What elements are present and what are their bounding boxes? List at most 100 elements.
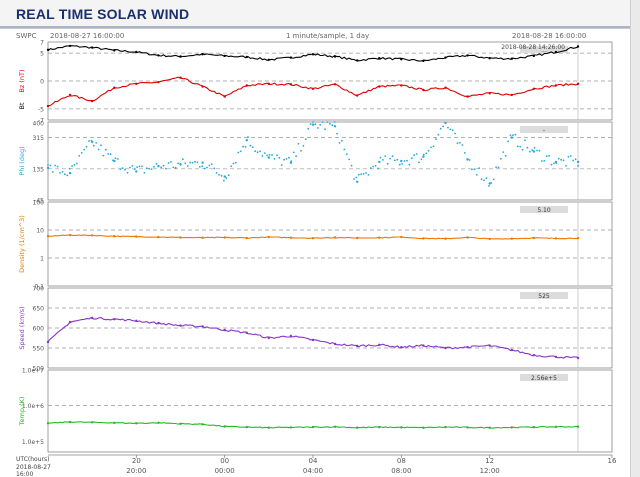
data-anchor [311, 53, 315, 56]
data-point [410, 157, 413, 160]
y-tick-label: 500 [33, 366, 45, 373]
data-anchor [422, 59, 425, 63]
data-point [516, 145, 519, 148]
data-point [68, 167, 71, 170]
chart-panels: 7 5 0 -5 -7 Bz (nT) Bt...2018-08-28 14:26:00 40… [18, 40, 613, 453]
data-point [316, 127, 319, 129]
data-point [329, 122, 331, 125]
y-tick-label: 1.0e+6 [22, 403, 44, 410]
data-point [288, 156, 290, 159]
readout-box [520, 292, 568, 299]
data-point [309, 123, 312, 125]
data-anchor [532, 54, 535, 58]
page-header: REAL TIME SOLAR WIND [0, 0, 640, 29]
data-anchor [267, 58, 270, 61]
data-anchor [91, 316, 94, 320]
data-point [170, 161, 172, 163]
data-point [174, 166, 177, 169]
data-point [480, 178, 483, 181]
data-anchor [378, 425, 381, 429]
data-point [382, 159, 384, 161]
data-anchor [157, 421, 160, 424]
data-anchor [444, 346, 447, 350]
data-anchor [400, 84, 403, 87]
data-anchor [488, 92, 491, 95]
data-point [502, 151, 505, 154]
data-anchor [267, 336, 270, 340]
data-point [266, 154, 269, 157]
data-point [461, 144, 464, 146]
data-anchor [68, 420, 72, 424]
data-anchor [245, 139, 248, 142]
data-point [389, 157, 391, 160]
data-point [78, 154, 81, 157]
data-point [360, 173, 363, 176]
source-label: SWPC [16, 32, 37, 40]
data-point [167, 162, 170, 164]
data-point [401, 163, 403, 165]
data-point [456, 142, 459, 145]
data-anchor [179, 422, 182, 425]
data-anchor [289, 426, 293, 429]
data-point [538, 149, 541, 152]
data-point [374, 164, 377, 167]
data-point [485, 177, 488, 180]
data-anchor [135, 50, 138, 54]
data-point [85, 145, 88, 148]
data-point [268, 153, 271, 156]
data-anchor [201, 85, 204, 88]
data-anchor [311, 425, 315, 429]
data-point [54, 164, 57, 167]
x-time-label: 12:00 [480, 467, 500, 475]
data-anchor [201, 325, 204, 328]
series-bt [46, 44, 580, 63]
y-tick-label: 1 [40, 256, 44, 263]
data-point [102, 154, 105, 157]
data-anchor [400, 426, 403, 429]
y-tick-label: 0 [40, 79, 44, 86]
data-anchor [378, 343, 381, 346]
data-point [232, 162, 235, 165]
data-anchor [135, 82, 138, 86]
data-point [338, 142, 341, 144]
data-anchor [576, 237, 580, 240]
data-point [285, 158, 288, 160]
data-anchor [289, 56, 293, 59]
data-point [165, 167, 167, 170]
data-anchor [422, 426, 425, 429]
data-point [567, 155, 570, 158]
x-tick-label: 04 [309, 457, 318, 465]
data-point [295, 155, 297, 158]
data-anchor [356, 426, 359, 429]
data-point [213, 167, 216, 170]
data-anchor [179, 324, 182, 327]
data-anchor [510, 93, 513, 97]
data-anchor [245, 84, 248, 87]
start-date-label: 2018-08-27 [16, 464, 51, 471]
data-anchor [245, 236, 248, 240]
data-point [548, 154, 550, 157]
data-anchor [267, 82, 270, 86]
readout-value: 525 [538, 293, 550, 300]
data-point [206, 166, 208, 169]
data-point [560, 158, 562, 161]
x-time-label: 04:00 [303, 467, 323, 475]
data-point [386, 162, 389, 165]
data-point [451, 129, 454, 132]
data-point [51, 171, 54, 173]
panel-phi: 400 315 135 -45 Phi (deg) - [18, 120, 613, 205]
data-point [302, 145, 305, 147]
data-point [398, 163, 401, 166]
page-title: REAL TIME SOLAR WIND [16, 6, 190, 22]
data-point [177, 162, 180, 165]
data-anchor [510, 136, 513, 139]
data-anchor [135, 319, 138, 322]
data-anchor [356, 180, 359, 183]
data-anchor [333, 342, 337, 346]
data-point [80, 152, 83, 154]
data-point [307, 127, 310, 130]
data-anchor [554, 50, 558, 54]
data-point [557, 157, 560, 160]
vertical-scrollbar[interactable] [630, 0, 640, 477]
data-point [437, 133, 440, 136]
